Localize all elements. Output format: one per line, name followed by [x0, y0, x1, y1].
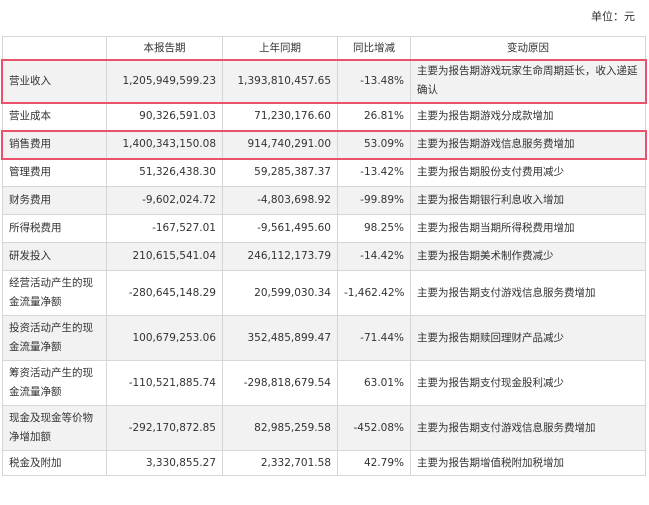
change-reason: 主要为报告期股份支付费用减少	[410, 158, 646, 187]
prior-value: -298,818,679.54	[222, 360, 338, 406]
table-row-investing-cashflow: 投资活动产生的现金流量净额 100,679,253.06 352,485,899…	[2, 315, 646, 361]
yoy-change: 53.09%	[337, 130, 411, 159]
yoy-change: -1,462.42%	[337, 270, 411, 316]
change-reason: 主要为报告期当期所得税费用增加	[410, 214, 646, 243]
current-value: 1,205,949,599.23	[106, 59, 223, 103]
header-current-period: 本报告期	[106, 36, 223, 60]
prior-value: 246,112,173.79	[222, 242, 338, 271]
yoy-change: -452.08%	[337, 405, 411, 451]
current-value: 1,400,343,150.08	[106, 130, 223, 159]
row-label: 管理费用	[2, 158, 107, 187]
change-reason: 主要为报告期游戏玩家生命周期延长，收入递延确认	[410, 59, 646, 103]
change-reason: 主要为报告期银行利息收入增加	[410, 186, 646, 215]
yoy-change: -13.48%	[337, 59, 411, 103]
row-label: 税金及附加	[2, 450, 107, 476]
current-value: 3,330,855.27	[106, 450, 223, 476]
yoy-change: -71.44%	[337, 315, 411, 361]
current-value: -110,521,885.74	[106, 360, 223, 406]
yoy-change: -99.89%	[337, 186, 411, 215]
current-value: -167,527.01	[106, 214, 223, 243]
current-value: -280,645,148.29	[106, 270, 223, 316]
change-reason: 主要为报告期支付现金股利减少	[410, 360, 646, 406]
yoy-change: -13.42%	[337, 158, 411, 187]
yoy-change: 42.79%	[337, 450, 411, 476]
current-value: -9,602,024.72	[106, 186, 223, 215]
prior-value: 914,740,291.00	[222, 130, 338, 159]
change-reason: 主要为报告期赎回理财产品减少	[410, 315, 646, 361]
row-label: 财务费用	[2, 186, 107, 215]
current-value: 90,326,591.03	[106, 102, 223, 131]
table-header-row: 本报告期 上年同期 同比增减 变动原因	[2, 36, 646, 60]
financial-table: 本报告期 上年同期 同比增减 变动原因 营业收入 1,205,949,599.2…	[2, 36, 646, 476]
yoy-change: -14.42%	[337, 242, 411, 271]
current-value: 51,326,438.30	[106, 158, 223, 187]
row-label: 经营活动产生的现金流量净额	[2, 270, 107, 316]
prior-value: -4,803,698.92	[222, 186, 338, 215]
change-reason: 主要为报告期支付游戏信息服务费增加	[410, 405, 646, 451]
change-reason: 主要为报告期美术制作费减少	[410, 242, 646, 271]
row-label: 所得税费用	[2, 214, 107, 243]
table-row-finance-expense: 财务费用 -9,602,024.72 -4,803,698.92 -99.89%…	[2, 186, 646, 215]
header-prior-period: 上年同期	[222, 36, 338, 60]
table-row-rnd: 研发投入 210,615,541.04 246,112,173.79 -14.4…	[2, 242, 646, 271]
row-label: 筹资活动产生的现金流量净额	[2, 360, 107, 406]
change-reason: 主要为报告期支付游戏信息服务费增加	[410, 270, 646, 316]
prior-value: 352,485,899.47	[222, 315, 338, 361]
table-row-operating-cashflow: 经营活动产生的现金流量净额 -280,645,148.29 20,599,030…	[2, 270, 646, 316]
yoy-change: 26.81%	[337, 102, 411, 131]
prior-value: 59,285,387.37	[222, 158, 338, 187]
unit-label: 单位：元	[591, 10, 635, 23]
current-value: 100,679,253.06	[106, 315, 223, 361]
row-label: 投资活动产生的现金流量净额	[2, 315, 107, 361]
change-reason: 主要为报告期增值税附加税增加	[410, 450, 646, 476]
header-item	[2, 36, 107, 60]
prior-value: 1,393,810,457.65	[222, 59, 338, 103]
table-row-taxes-surcharges: 税金及附加 3,330,855.27 2,332,701.58 42.79% 主…	[2, 450, 646, 476]
row-label: 营业收入	[2, 59, 107, 103]
change-reason: 主要为报告期游戏分成款增加	[410, 102, 646, 131]
table-row-selling-expense: 销售费用 1,400,343,150.08 914,740,291.00 53.…	[2, 130, 646, 159]
current-value: 210,615,541.04	[106, 242, 223, 271]
table-row-income-tax: 所得税费用 -167,527.01 -9,561,495.60 98.25% 主…	[2, 214, 646, 243]
current-value: -292,170,872.85	[106, 405, 223, 451]
change-reason: 主要为报告期游戏信息服务费增加	[410, 130, 646, 159]
header-change-reason: 变动原因	[410, 36, 646, 60]
table-row-revenue: 营业收入 1,205,949,599.23 1,393,810,457.65 -…	[2, 59, 646, 103]
yoy-change: 98.25%	[337, 214, 411, 243]
row-label: 销售费用	[2, 130, 107, 159]
row-label: 营业成本	[2, 102, 107, 131]
prior-value: 2,332,701.58	[222, 450, 338, 476]
prior-value: 20,599,030.34	[222, 270, 338, 316]
row-label: 现金及现金等价物净增加额	[2, 405, 107, 451]
yoy-change: 63.01%	[337, 360, 411, 406]
table-row-net-cash-increase: 现金及现金等价物净增加额 -292,170,872.85 82,985,259.…	[2, 405, 646, 451]
header-yoy-change: 同比增减	[337, 36, 411, 60]
prior-value: 71,230,176.60	[222, 102, 338, 131]
table-row-admin-expense: 管理费用 51,326,438.30 59,285,387.37 -13.42%…	[2, 158, 646, 187]
prior-value: -9,561,495.60	[222, 214, 338, 243]
table-row-financing-cashflow: 筹资活动产生的现金流量净额 -110,521,885.74 -298,818,6…	[2, 360, 646, 406]
row-label: 研发投入	[2, 242, 107, 271]
prior-value: 82,985,259.58	[222, 405, 338, 451]
table-row-cost: 营业成本 90,326,591.03 71,230,176.60 26.81% …	[2, 102, 646, 131]
